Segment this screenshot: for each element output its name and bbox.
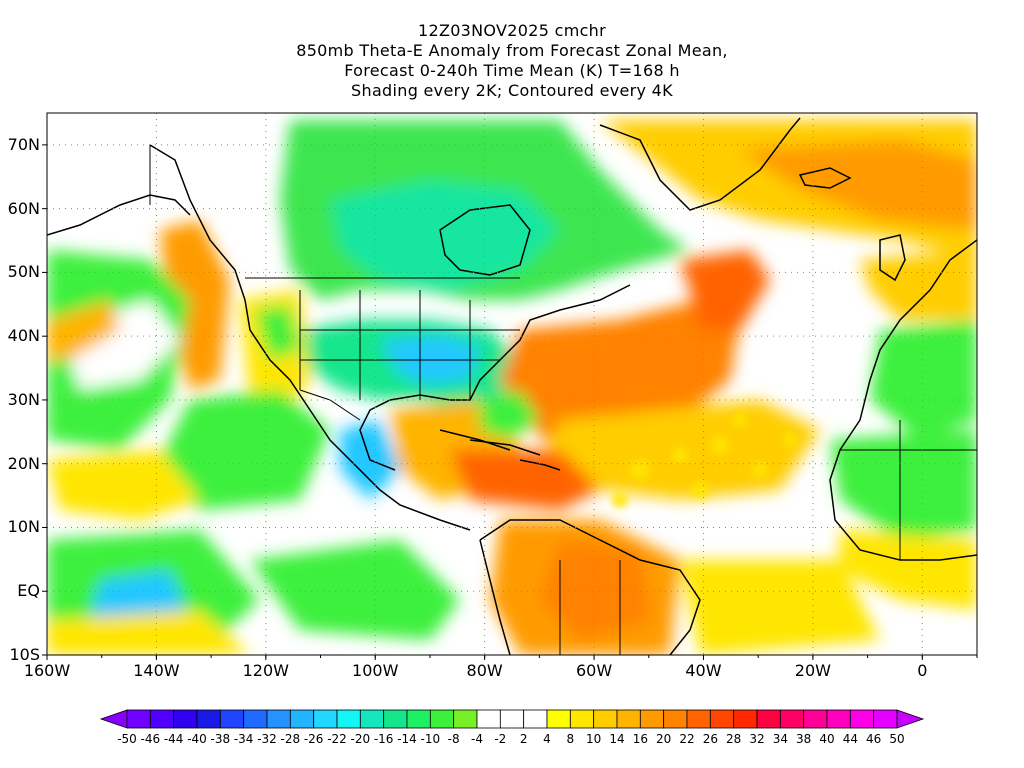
- colorbar-label: -22: [327, 732, 347, 746]
- colorbar-swatch: [149, 709, 175, 729]
- colorbar-label: 10: [586, 732, 602, 746]
- colorbar-swatch: [243, 709, 268, 729]
- colorbar-swatch: [849, 709, 875, 729]
- colorbar-label: 40: [819, 732, 835, 746]
- colorbar-swatch: [453, 709, 478, 729]
- colorbar-label: 4: [543, 732, 551, 746]
- colorbar-arrow: [99, 709, 128, 729]
- colorbar-label: 50: [889, 732, 905, 746]
- lat-label: 70N: [7, 134, 40, 154]
- colorbar-swatch: [173, 709, 198, 729]
- colorbar-swatch: [289, 709, 315, 729]
- colorbar-swatch: [523, 709, 548, 729]
- colorbar-label: -46: [140, 732, 161, 746]
- colorbar-label: 2: [519, 732, 528, 746]
- colorbar-swatch: [476, 709, 501, 729]
- colorbar-swatch: [779, 709, 805, 729]
- colorbar-swatch: [803, 709, 828, 729]
- colorbar-label: -16: [373, 732, 394, 746]
- political-borders: [149, 145, 977, 655]
- colorbar-label: 14: [609, 732, 625, 746]
- lon-label: 120W: [242, 661, 289, 680]
- coastlines: [47, 117, 977, 655]
- colorbar-swatch: [336, 709, 361, 729]
- map-field: [47, 113, 977, 655]
- lon-label: 100W: [352, 661, 399, 680]
- colorbar-label: -38: [210, 732, 231, 746]
- colorbar-label: 26: [702, 732, 718, 746]
- colorbar-label: -44: [163, 732, 184, 746]
- colorbar-swatch: [359, 709, 385, 729]
- map-frame: [46, 112, 978, 656]
- colorbar-swatch: [546, 709, 571, 729]
- lat-label: 10S: [9, 645, 40, 664]
- colorbar-swatch: [499, 709, 525, 729]
- colorbar-swatch: [639, 709, 665, 729]
- colorbar-swatch: [126, 709, 151, 729]
- lon-label: 60W: [575, 661, 613, 680]
- colorbar-label: 32: [749, 732, 765, 746]
- colorbar-swatch: [406, 709, 431, 729]
- axis-ticks: [42, 144, 978, 660]
- colorbar-label: -40: [187, 732, 207, 746]
- colorbar-swatch: [616, 709, 641, 729]
- colorbar-label: 22: [679, 732, 695, 746]
- lat-label: 60N: [7, 198, 40, 218]
- lon-label: 160W: [23, 661, 71, 680]
- colorbar-swatch: [686, 709, 711, 729]
- colorbar-label: -14: [397, 732, 417, 746]
- title-line-4: Shading every 2K; Contoured every 4K: [351, 81, 673, 100]
- colorbar-label: 28: [726, 732, 742, 746]
- lat-label: 10N: [7, 517, 40, 537]
- lat-label: 40N: [7, 326, 40, 346]
- colorbar-label: -8: [447, 732, 460, 746]
- colorbar-label: 46: [866, 732, 882, 746]
- colorbar-label: -34: [233, 732, 254, 746]
- lat-label: 20N: [7, 453, 40, 473]
- colorbar-arrow: [896, 709, 925, 729]
- title-line-2: 850mb Theta-E Anomaly from Forecast Zona…: [296, 41, 728, 60]
- colorbar-label: -2: [494, 732, 507, 746]
- title-line-3: Forecast 0-240h Time Mean (K) T=168 h: [344, 61, 680, 80]
- lon-label: 40W: [685, 661, 722, 680]
- colorbar-swatch: [569, 709, 595, 729]
- colorbar-label: 16: [632, 732, 648, 746]
- colorbar-label: -28: [280, 732, 301, 746]
- lat-label: 30N: [7, 389, 40, 409]
- colorbar-label: -26: [303, 732, 324, 746]
- colorbar-label: -50: [117, 732, 137, 746]
- colorbar-label: 20: [656, 732, 672, 746]
- colorbar-swatch: [873, 709, 898, 729]
- colorbar-swatch: [383, 709, 408, 729]
- colorbar-swatch: [709, 709, 735, 729]
- title-line-1: 12Z03NOV2025 cmchr: [417, 21, 606, 40]
- lon-label: 80W: [466, 661, 503, 680]
- colorbar-swatch: [196, 709, 221, 729]
- colorbar-label: 34: [772, 732, 788, 746]
- colorbar-swatch: [313, 709, 338, 729]
- colorbar-label: 44: [842, 732, 858, 746]
- colorbar-swatch: [219, 709, 245, 729]
- colorbar-label: -20: [350, 732, 371, 746]
- lat-label: 50N: [7, 262, 40, 282]
- colorbar-swatch: [429, 709, 455, 729]
- lon-label: 0: [917, 661, 928, 680]
- colorbar-swatch: [756, 709, 781, 729]
- colorbar-swatch: [593, 709, 618, 729]
- colorbar-label: -4: [471, 732, 483, 746]
- colorbar-label: -10: [420, 732, 441, 746]
- colorbar-label: 8: [566, 732, 575, 746]
- lon-label: 140W: [133, 661, 180, 680]
- colorbar-swatch: [663, 709, 688, 729]
- colorbar-swatch: [733, 709, 758, 729]
- lon-label: 20W: [794, 661, 831, 680]
- colorbar-swatch: [826, 709, 851, 729]
- colorbar-label: -32: [257, 732, 277, 746]
- colorbar-swatch: [266, 709, 291, 729]
- colorbar: [99, 709, 925, 729]
- lat-label: EQ: [17, 581, 40, 601]
- colorbar-label: 38: [796, 732, 812, 746]
